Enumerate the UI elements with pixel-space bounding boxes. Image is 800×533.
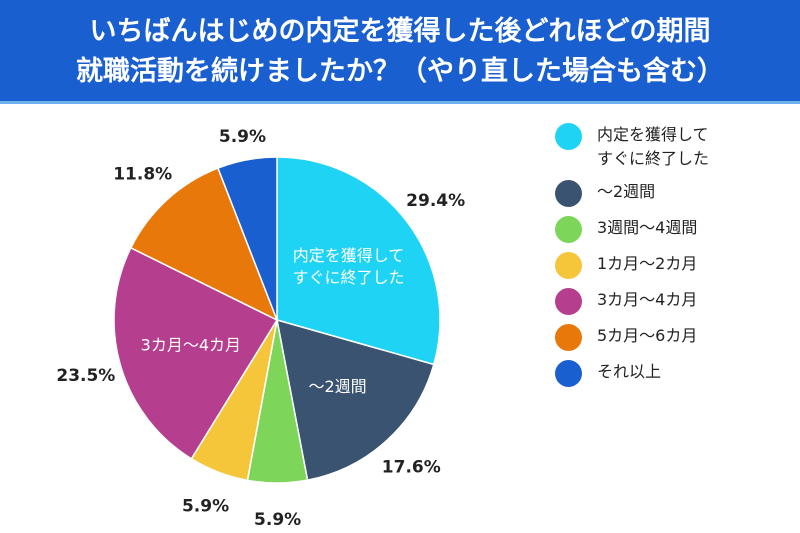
legend-item: それ以上	[555, 360, 709, 387]
legend-swatch	[555, 180, 582, 207]
legend-item: 3カ月～4カ月	[555, 288, 709, 315]
legend-label: 3週間～4週間	[597, 218, 698, 237]
pie-slice	[216, 156, 278, 321]
legend-item: 1カ月～2カ月	[555, 252, 709, 279]
legend-item: 5カ月～6カ月	[555, 324, 709, 351]
chart-title: いちばんはじめの内定を獲得した後どれほどの期間 就職活動を続けましたか？（やり直…	[0, 0, 800, 104]
legend-swatch	[555, 123, 582, 150]
data-label: 29.4%	[406, 191, 465, 211]
legend-swatch	[555, 324, 582, 351]
legend-label: 5カ月～6カ月	[597, 326, 698, 345]
slice-inner-label: 3カ月～4カ月	[141, 336, 241, 355]
slice-inner-label: すぐに終了した	[293, 268, 405, 287]
data-label: 11.8%	[113, 164, 172, 184]
pie-slice	[276, 318, 435, 481]
pie-slice	[276, 156, 441, 366]
data-label: 23.5%	[56, 366, 115, 386]
legend-label: それ以上	[597, 362, 662, 381]
slice-inner-label: 内定を獲得して	[293, 246, 405, 265]
data-label: 5.9%	[182, 497, 229, 517]
title-line-1: いちばんはじめの内定を獲得した後どれほどの期間	[89, 16, 711, 47]
legend-label: 3カ月～4カ月	[597, 290, 698, 309]
pie-slice	[129, 167, 279, 322]
legend: 内定を獲得して すぐに終了した ～2週間 3週間～4週間 1カ月～2カ月 3カ月～4カ月…	[555, 123, 709, 396]
data-label: 17.6%	[382, 458, 441, 478]
legend-swatch	[555, 288, 582, 315]
legend-label: 1カ月～2カ月	[597, 254, 698, 273]
legend-swatch	[555, 360, 582, 387]
legend-swatch	[555, 216, 582, 243]
legend-label: 内定を獲得して すぐに終了した	[597, 125, 710, 168]
legend-swatch	[555, 252, 582, 279]
legend-item: 内定を獲得して すぐに終了した	[555, 123, 709, 171]
title-line-2: 就職活動を続けましたか？（やり直した場合も含む）	[76, 56, 724, 87]
slice-inner-label: ～2週間	[308, 377, 366, 396]
legend-item: ～2週間	[555, 180, 709, 207]
legend-label: ～2週間	[597, 182, 656, 201]
data-label: 5.9%	[219, 127, 266, 147]
data-label: 5.9%	[254, 510, 301, 530]
legend-item: 3週間～4週間	[555, 216, 709, 243]
